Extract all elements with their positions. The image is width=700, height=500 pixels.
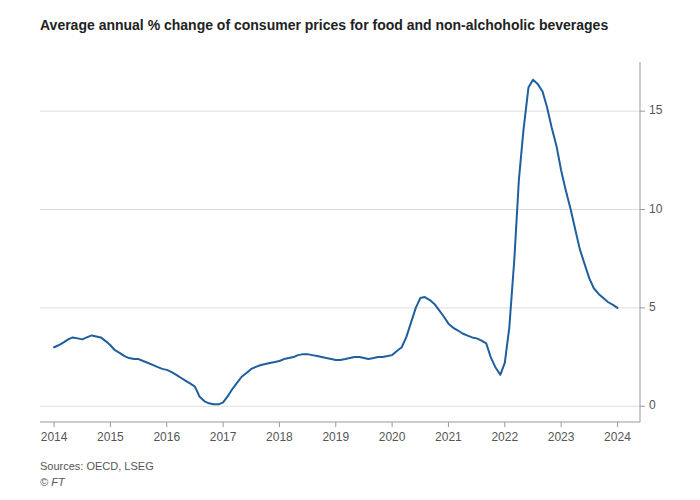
grid [40,111,640,406]
annotation: © FT [40,476,66,488]
x-tick-label: 2021 [435,430,462,444]
plot-area [54,80,617,405]
x-tick-label: 2014 [41,430,68,444]
x-tick-label: 2019 [322,430,349,444]
y-tick-label: 5 [649,300,656,314]
x-tick-label: 2023 [548,430,575,444]
y-axis-line [640,62,641,422]
page: {"chart_data": { "type": "line", "title"… [0,0,700,500]
background [0,0,700,500]
x-tick [110,422,111,427]
y-tick [640,111,645,112]
x-tick-label: 2018 [266,430,293,444]
x-tick [392,422,393,427]
x-tick-label: 2024 [604,430,631,444]
x-tick-label: 2022 [491,430,518,444]
x-tick [166,422,167,427]
title: Average annual % change of consumer pric… [40,17,608,33]
y-tick-label: 0 [649,398,656,412]
x-tick-label: 2017 [210,430,237,444]
x-tick-label: 2016 [153,430,180,444]
grid-line [40,307,640,308]
x-tick-label: 2020 [379,430,406,444]
x-tick [617,422,618,427]
x-tick [223,422,224,427]
y-tick [640,209,645,210]
y-tick [640,307,645,308]
x-tick [504,422,505,427]
x-tick [561,422,562,427]
x-axis-line [40,422,640,423]
line [54,80,617,405]
chart: 0 5 10 15 2014 2015 2016 2017 2018 2019 2020 2021 20… [0,0,700,500]
grid-line [40,406,640,407]
grid-line [40,209,640,210]
y-tick-label: 10 [649,202,663,216]
x-tick [335,422,336,427]
x-tick [279,422,280,427]
annotation: Sources: OECD, LSEG [40,460,154,472]
grid-line [40,111,640,112]
x-tick [54,422,55,427]
y-tick [640,406,645,407]
x-tick [448,422,449,427]
y-tick-label: 15 [649,103,663,117]
axes: 0 5 10 15 2014 2015 2016 2017 2018 2019 2020 2021 20… [40,62,663,444]
x-tick-label: 2015 [97,430,124,444]
